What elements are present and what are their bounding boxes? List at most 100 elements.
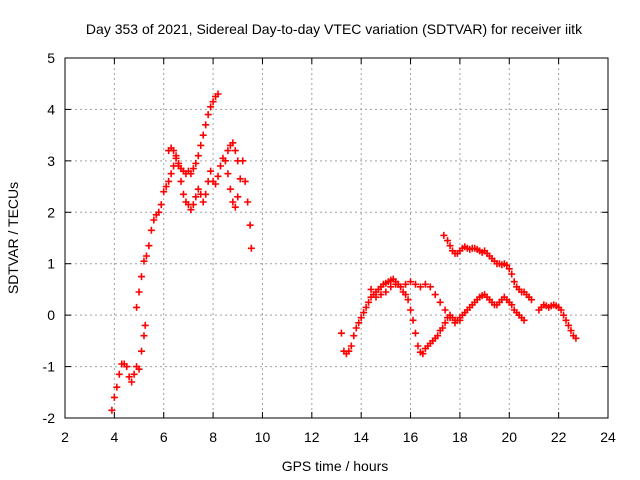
- data-point: [212, 180, 220, 188]
- data-point: [197, 141, 205, 149]
- data-point: [229, 198, 237, 206]
- data-point: [175, 159, 183, 167]
- data-point: [147, 226, 155, 234]
- y-tick-label: 5: [47, 50, 55, 66]
- data-point: [441, 319, 449, 327]
- y-tick-label: -2: [43, 410, 56, 426]
- data-point: [214, 172, 222, 180]
- data-point: [207, 167, 215, 175]
- series-arc-4: [224, 139, 242, 165]
- x-tick-label: 16: [403, 429, 419, 445]
- x-tick-label: 12: [304, 429, 320, 445]
- data-point: [557, 306, 565, 314]
- data-point: [572, 334, 580, 342]
- data-point: [562, 316, 570, 324]
- data-point: [229, 139, 237, 147]
- data-point: [155, 208, 163, 216]
- data-point: [436, 298, 444, 306]
- data-point: [440, 231, 448, 239]
- y-axis-label: SDTVAR / TECUs: [5, 182, 21, 294]
- data-point: [377, 291, 385, 299]
- data-point: [192, 159, 200, 167]
- data-point: [123, 363, 131, 371]
- x-tick-label: 14: [353, 429, 369, 445]
- series-arc-6: [367, 278, 464, 327]
- grid-lines: [65, 58, 608, 418]
- data-point: [503, 261, 511, 269]
- data-point: [138, 273, 146, 281]
- data-point: [207, 103, 215, 111]
- data-point: [446, 314, 454, 322]
- data-point: [170, 147, 178, 155]
- data-point: [199, 198, 207, 206]
- data-point: [221, 157, 229, 165]
- data-point: [565, 321, 573, 329]
- data-point: [214, 90, 222, 98]
- data-point: [108, 406, 116, 414]
- data-point: [234, 157, 242, 165]
- data-point: [421, 280, 429, 288]
- data-point: [204, 111, 212, 119]
- data-point: [244, 198, 252, 206]
- x-tick-label: 24: [600, 429, 616, 445]
- data-point: [189, 201, 197, 209]
- axes: [64, 57, 609, 419]
- x-tick-label: 2: [61, 429, 69, 445]
- y-tick-label: 3: [47, 153, 55, 169]
- data-point: [125, 373, 133, 381]
- data-point: [236, 175, 244, 183]
- data-point: [414, 342, 422, 350]
- plot-frame: [64, 57, 609, 419]
- x-tick-label: 6: [160, 429, 168, 445]
- data-point: [508, 301, 516, 309]
- data-point: [416, 283, 424, 291]
- data-point: [367, 285, 375, 293]
- x-axis-label: GPS time / hours: [282, 458, 389, 474]
- data-point: [246, 221, 254, 229]
- data-point: [128, 378, 136, 386]
- data-point: [431, 291, 439, 299]
- data-point: [135, 288, 143, 296]
- data-point: [167, 170, 175, 178]
- data-point: [138, 347, 146, 355]
- data-point: [162, 183, 170, 191]
- data-point: [392, 280, 400, 288]
- data-point: [140, 257, 148, 265]
- y-tick-label: 1: [47, 256, 55, 272]
- series-arc-5: [337, 275, 528, 358]
- data-point: [224, 170, 232, 178]
- data-point: [402, 291, 410, 299]
- data-points: [108, 90, 580, 414]
- data-point: [347, 342, 355, 350]
- data-point: [508, 270, 516, 278]
- data-point: [224, 147, 232, 155]
- data-point: [527, 296, 535, 304]
- data-point: [209, 98, 217, 106]
- x-tick-label: 10: [255, 429, 271, 445]
- data-point: [434, 332, 442, 340]
- data-point: [133, 303, 141, 311]
- data-point: [135, 365, 143, 373]
- data-point: [192, 193, 200, 201]
- data-point: [365, 298, 373, 306]
- data-point: [407, 278, 415, 286]
- data-point: [560, 311, 568, 319]
- data-point: [189, 165, 197, 173]
- data-point: [372, 293, 380, 301]
- data-point: [439, 324, 447, 332]
- data-point: [226, 185, 234, 193]
- series-arc-2: [133, 154, 255, 311]
- data-point: [130, 370, 138, 378]
- data-point: [451, 319, 459, 327]
- data-point: [150, 216, 158, 224]
- x-tick-label: 18: [452, 429, 468, 445]
- data-point: [160, 188, 168, 196]
- data-point: [241, 177, 249, 185]
- x-tick-label: 8: [209, 429, 217, 445]
- data-point: [426, 283, 434, 291]
- data-point: [157, 201, 165, 209]
- series-arc-7: [440, 231, 535, 304]
- series-arc-8: [535, 301, 580, 342]
- data-point: [140, 332, 148, 340]
- data-point: [355, 319, 363, 327]
